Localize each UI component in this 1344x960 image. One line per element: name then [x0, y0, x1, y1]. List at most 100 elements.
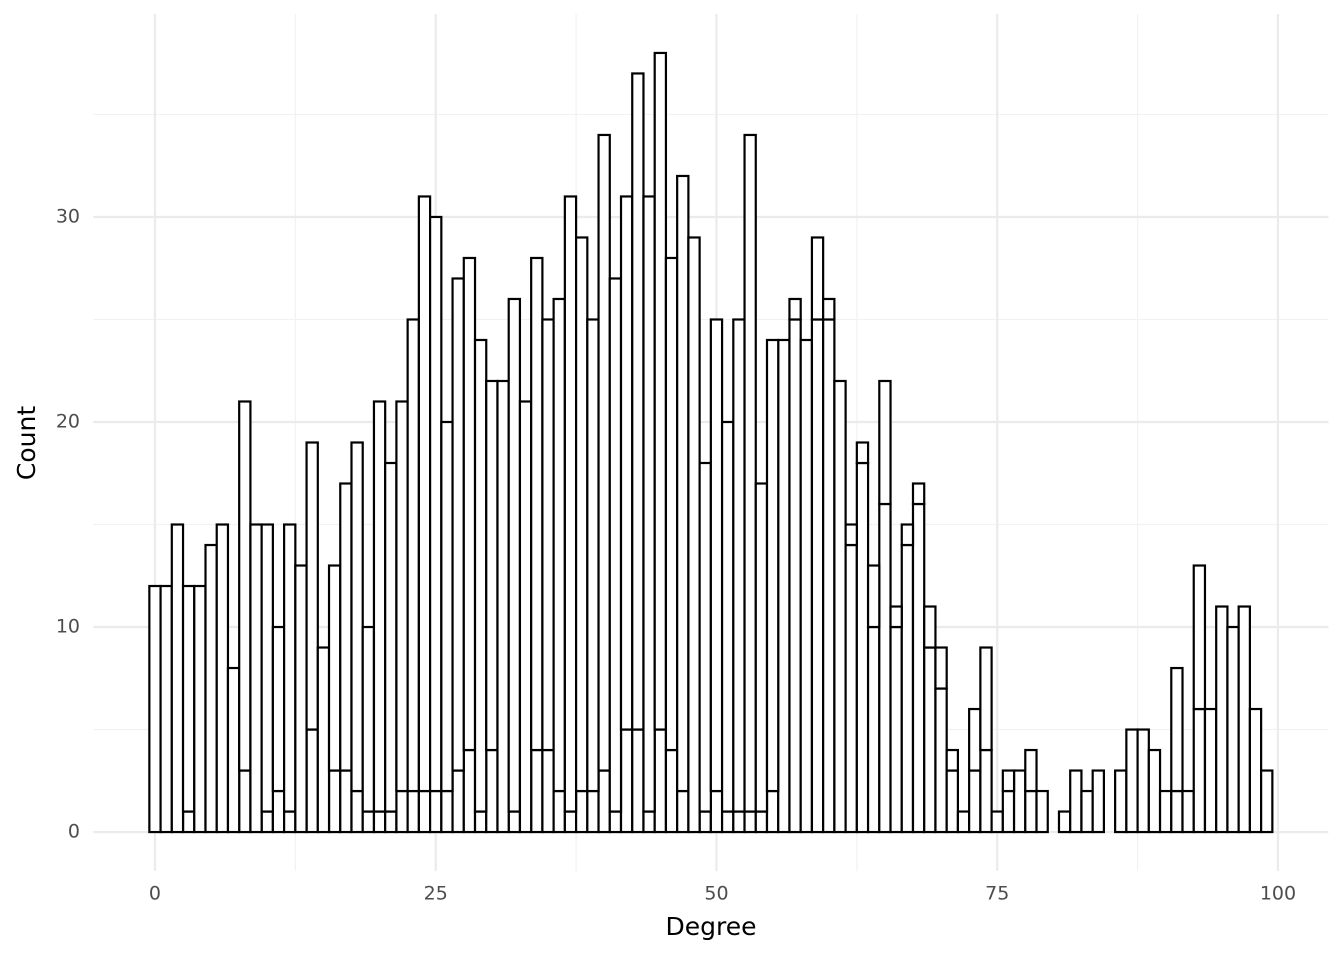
bar [563, 195, 578, 813]
bar [900, 523, 915, 547]
bar [810, 318, 825, 834]
bar [990, 810, 1004, 834]
bar [968, 707, 982, 772]
bar [1136, 728, 1150, 834]
bar [968, 769, 982, 834]
bar [586, 789, 600, 834]
bar [541, 318, 555, 752]
bar [1069, 769, 1083, 834]
bar [238, 769, 252, 834]
bar [844, 543, 858, 834]
bar [855, 461, 870, 834]
bar [159, 584, 173, 834]
bar [294, 564, 308, 834]
bar [1024, 789, 1038, 834]
bar [249, 523, 263, 834]
bar [653, 51, 668, 731]
x-tick-label: 25 [424, 883, 448, 905]
bar [900, 543, 915, 834]
bar [541, 748, 555, 834]
bar [181, 810, 196, 834]
bar [181, 584, 196, 813]
bar [1001, 769, 1016, 793]
bar [552, 297, 566, 793]
bar [1181, 789, 1195, 834]
bar [485, 748, 499, 834]
bar [518, 400, 533, 834]
bar [1114, 769, 1128, 834]
bar [530, 748, 544, 834]
bar [384, 810, 398, 834]
bar [305, 441, 319, 731]
bar [586, 318, 600, 793]
bar [743, 810, 757, 834]
x-tick-label: 0 [149, 883, 161, 905]
bar [327, 769, 342, 834]
bar [440, 420, 454, 793]
bar [777, 338, 791, 834]
bar [1192, 564, 1207, 711]
bar [283, 523, 297, 813]
bar [889, 605, 903, 629]
bar [720, 810, 735, 834]
bar [530, 256, 544, 752]
bar [574, 236, 589, 793]
bar [395, 400, 409, 793]
bar [1035, 789, 1049, 834]
bar [305, 728, 319, 834]
bar [642, 195, 656, 813]
bar [440, 789, 454, 834]
bar [1170, 789, 1184, 834]
bar [754, 482, 769, 813]
bar [1260, 769, 1274, 834]
bar [1192, 707, 1207, 834]
y-tick-label: 0 [68, 821, 80, 843]
bar [395, 789, 409, 834]
bar [507, 810, 522, 834]
bar [271, 625, 286, 793]
bar [417, 789, 432, 834]
bar [417, 195, 432, 793]
bar [283, 810, 297, 834]
bar [956, 810, 971, 834]
bar [653, 728, 668, 834]
bar [384, 461, 398, 813]
bar [1158, 789, 1173, 834]
bar [473, 810, 488, 834]
bar [1001, 789, 1016, 834]
bar [574, 789, 589, 834]
bar [889, 625, 903, 834]
bar [619, 195, 634, 731]
bar [631, 72, 645, 731]
bar [372, 810, 387, 834]
bar [945, 748, 960, 772]
bar [597, 769, 611, 834]
bar [429, 215, 443, 793]
bar [260, 523, 274, 813]
bar [754, 810, 769, 834]
bar [271, 789, 286, 834]
bar [170, 523, 185, 834]
bar [923, 605, 937, 649]
bar [911, 502, 926, 834]
bar [361, 810, 376, 834]
bar [238, 400, 252, 772]
bar [608, 277, 623, 813]
x-axis-title: Degree [666, 912, 757, 941]
bar [765, 338, 780, 793]
bar [855, 441, 870, 465]
bar [204, 543, 218, 834]
bar [597, 133, 611, 772]
bar [1125, 728, 1139, 834]
bar [451, 769, 465, 834]
bar [732, 810, 746, 834]
bar [1080, 789, 1094, 834]
bar [709, 789, 724, 834]
bar [788, 297, 802, 321]
bar [676, 789, 690, 834]
bar [1147, 748, 1162, 834]
bar [945, 769, 960, 834]
bar [1024, 748, 1038, 793]
bar [878, 379, 892, 506]
bar [608, 810, 623, 834]
